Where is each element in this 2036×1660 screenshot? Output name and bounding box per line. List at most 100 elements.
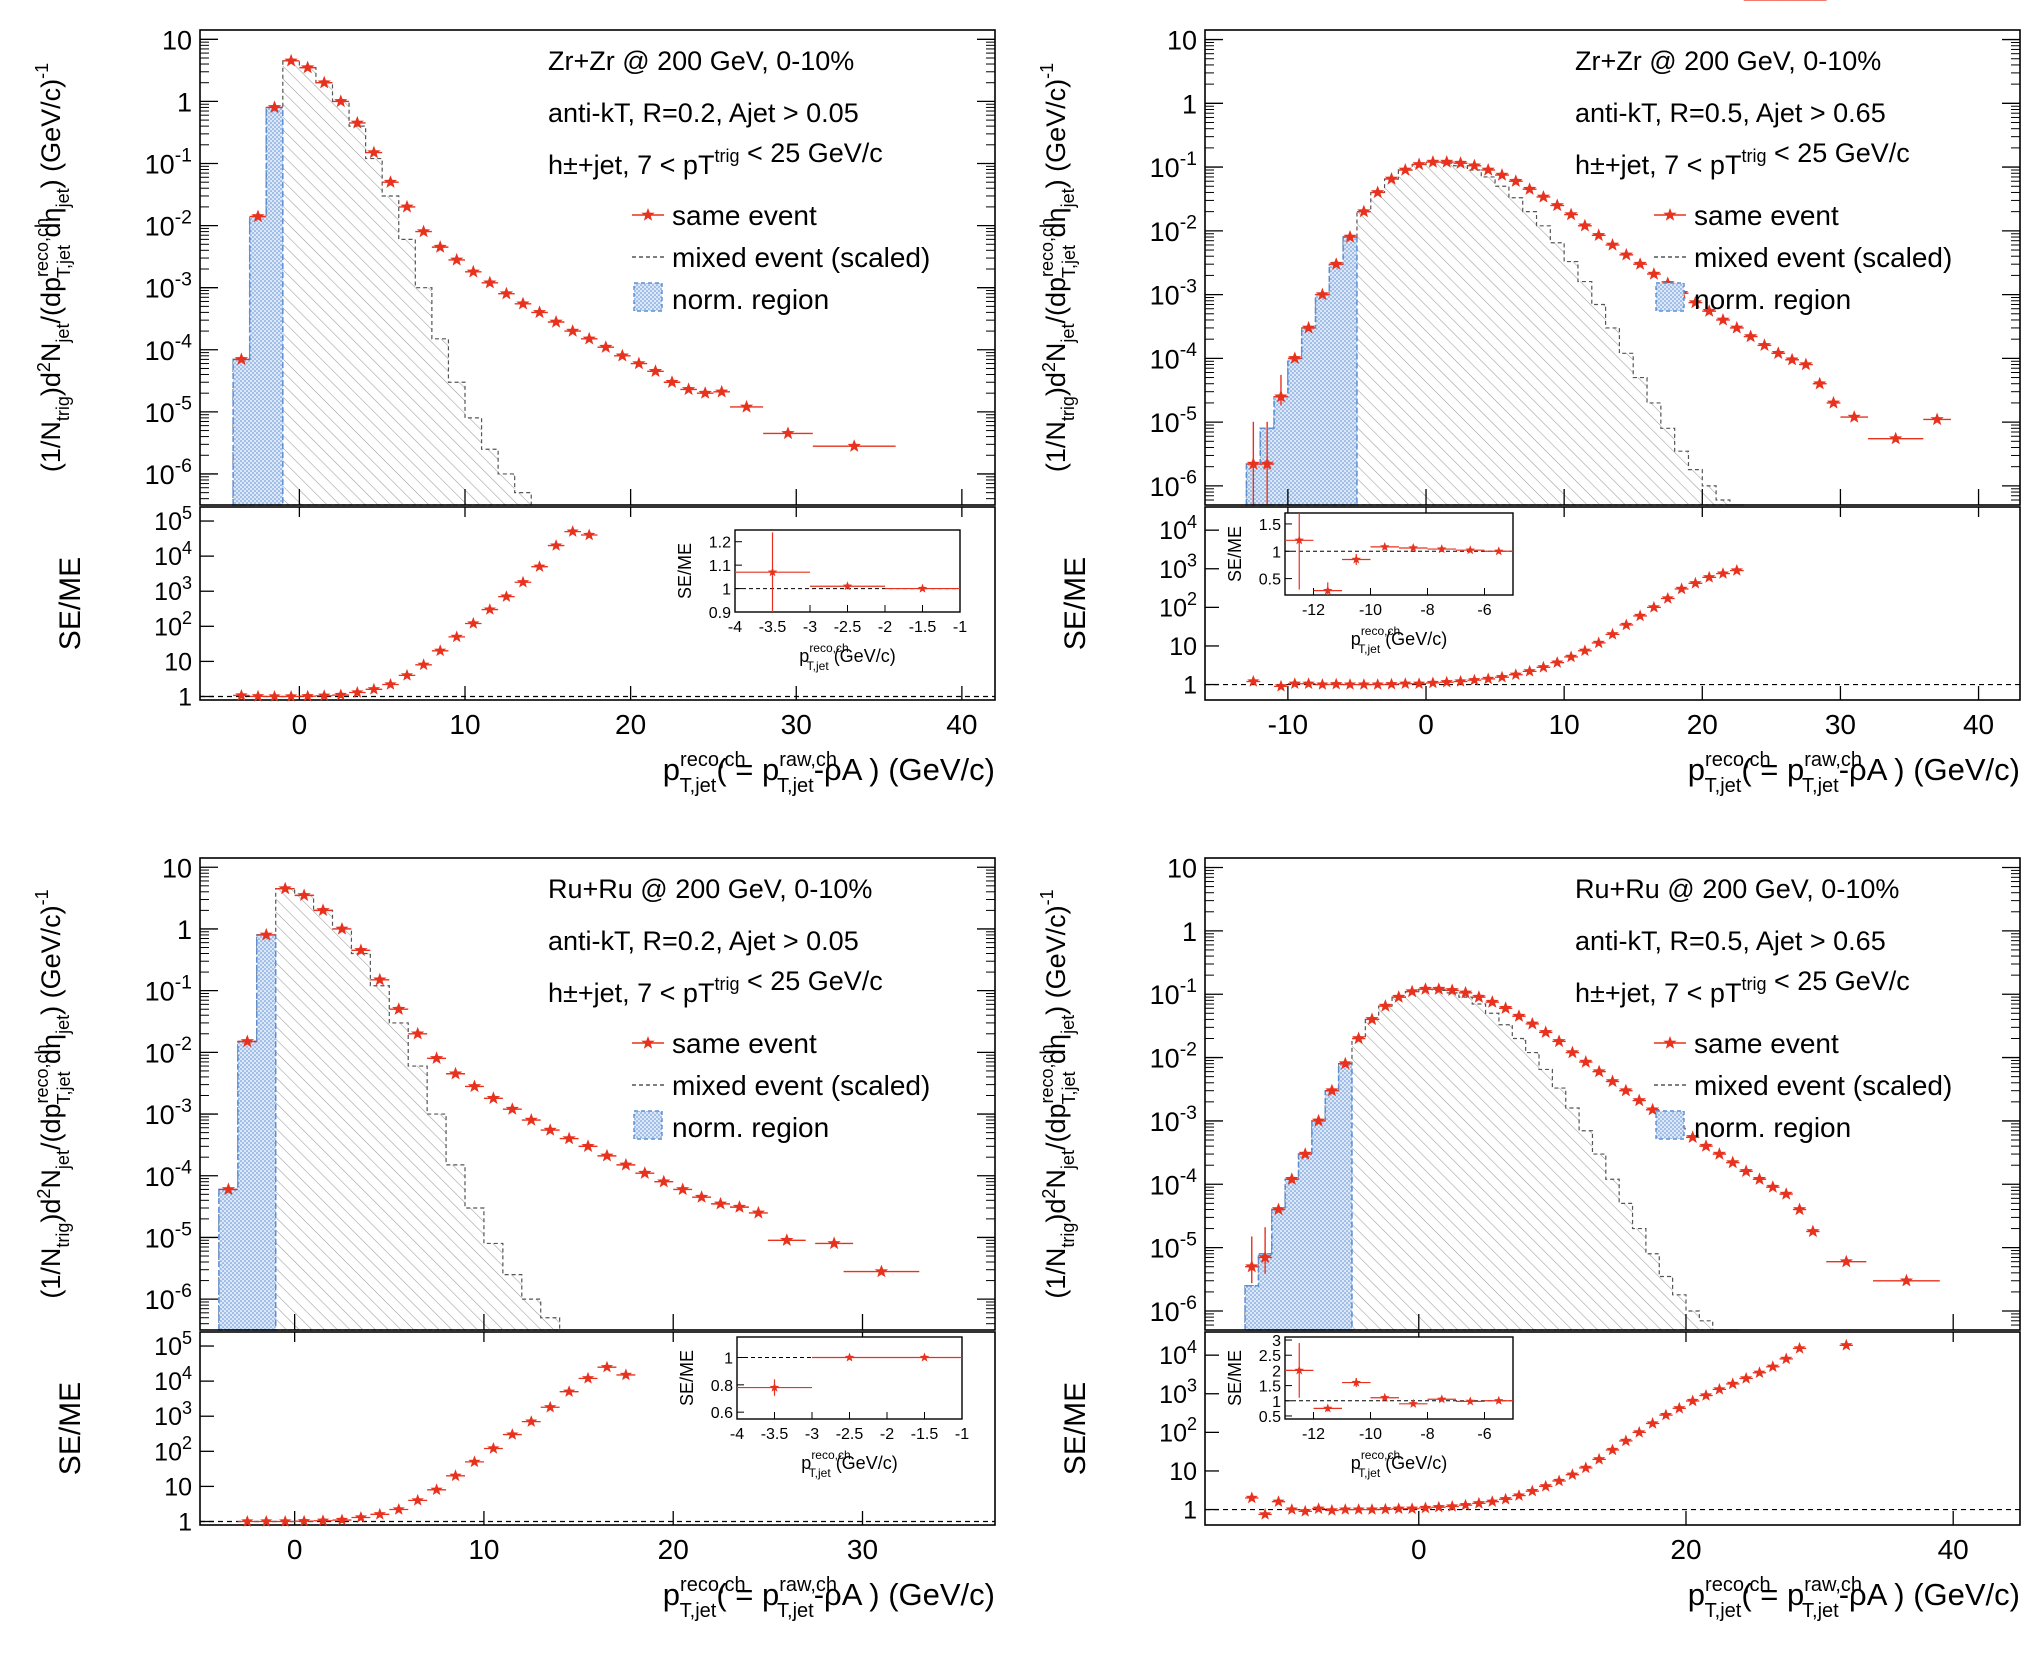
same-event-point [1311,1113,1326,1127]
y-tick-label: 10-1 [1150,148,1197,183]
same-event-point [411,1026,425,1040]
inset-y-tick-label: 1.5 [1259,1379,1281,1396]
inset-y-tick-label: 1 [1272,1394,1281,1411]
y-tick-label: 10-5 [145,1218,192,1253]
x-tick-label: 20 [615,709,646,740]
x-tick-label: -10 [1268,709,1308,740]
main-frame [199,29,996,506]
same-event-point [1398,163,1412,176]
inset-x-tick-label: -8 [1420,602,1434,619]
ratio-point [417,658,430,671]
same-event-point [278,881,292,895]
ratio-y-tick-label: 10 [1169,1458,1197,1486]
inset-frame [1284,512,1514,596]
same-event-point [1325,1083,1339,1097]
legend-norm-swatch [1655,282,1685,312]
same-event-point [1523,182,1537,195]
ratio-y-tick-label: 104 [1159,1337,1197,1370]
same-event-point [1899,1273,1914,1287]
same-event-point [1930,412,1944,426]
same-event-point [566,324,580,337]
ratio-y-tick-label: 1 [178,683,192,711]
same-event-point [367,145,381,159]
ratio-point [1446,1500,1459,1512]
same-event-point [316,903,330,916]
same-event-point [1550,198,1564,212]
ratio-point [1539,1479,1552,1492]
ratio-point [1419,1501,1432,1514]
ratio-point [268,690,281,702]
inset-x-tick-label: -3.5 [759,619,787,636]
inset-point [1294,535,1304,545]
ratio-point [500,590,513,602]
ratio-point [516,575,530,588]
ratio-point [1468,673,1481,686]
x-tick-label: 20 [658,1534,689,1565]
y-tick-label: 10-1 [145,972,192,1007]
ratio-point [373,1507,386,1520]
inset-x-tick-label: -8 [1420,1426,1434,1443]
same-event-point [780,1233,794,1246]
same-event-point [1647,267,1661,280]
y-tick-label: 10 [162,853,192,883]
ratio-point [483,603,496,615]
ratio-point [392,1503,405,1515]
ratio-y-tick-label: 1 [1183,672,1197,700]
same-event-point [1445,983,1459,996]
y-tick-label: 10-6 [1150,467,1197,502]
ratio-point [334,688,347,701]
same-event-point [1686,1130,1700,1143]
ratio-point [1592,636,1605,649]
same-event-point [1702,304,1716,317]
same-event-point [657,1174,671,1188]
legend-same-event-marker [641,208,655,221]
inset-y-label: SE/ME [1225,1350,1245,1406]
inset-x-tick-label: -10 [1359,602,1382,619]
ratio-frame [199,506,996,701]
ratio-point [1526,1484,1539,1497]
same-event-point [284,53,298,67]
x-axis-title: preco,ch T,jet( = praw,ch T,jet-ρA ) (GeV/… [663,749,995,797]
inset-point [769,1382,780,1392]
same-event-point [1847,410,1861,423]
ratio-point [1713,1382,1726,1395]
same-event-point [383,175,398,188]
inset-x-tick-label: -1.5 [911,1426,939,1443]
inset-point [1437,544,1447,554]
inset-y-tick-label: 3 [1272,1333,1281,1350]
ratio-point [1379,1502,1392,1515]
ratio-point [411,1493,424,1506]
same-event-point [516,296,530,310]
same-event-point [648,364,663,377]
ratio-point [1739,1371,1753,1384]
same-event-point [1826,395,1841,409]
inset-y-tick-label: 1 [1272,544,1281,561]
same-event-point [373,972,387,986]
inset-point [1380,1392,1390,1402]
ratio-point [1302,677,1315,689]
inset-point [1465,1396,1475,1406]
same-event-point [221,1182,236,1196]
same-event-point [1799,357,1813,371]
same-event-point [1458,985,1473,999]
ratio-y-tick-label: 103 [1159,551,1197,584]
same-event-point [1592,228,1606,241]
same-event-point [599,340,613,353]
ratio-point [1352,1503,1365,1515]
inset-y-tick-label: 0.6 [711,1405,733,1422]
same-event-point [1578,218,1592,232]
ratio-point [1312,1502,1325,1514]
ratio-point [1274,679,1288,692]
ratio-point [1726,1377,1739,1390]
y-tick-label: 1 [177,915,192,945]
inset-point [1351,1377,1361,1387]
same-event-point [1352,1031,1366,1045]
inset-y-tick-label: 1 [722,582,731,599]
ratio-point [251,689,265,702]
y-tick-label: 10-6 [1150,1292,1197,1327]
same-event-point [259,927,273,941]
ratio-point [241,1515,254,1527]
ratio-y-tick-label: 102 [154,608,192,641]
inset-frame [736,1336,963,1420]
